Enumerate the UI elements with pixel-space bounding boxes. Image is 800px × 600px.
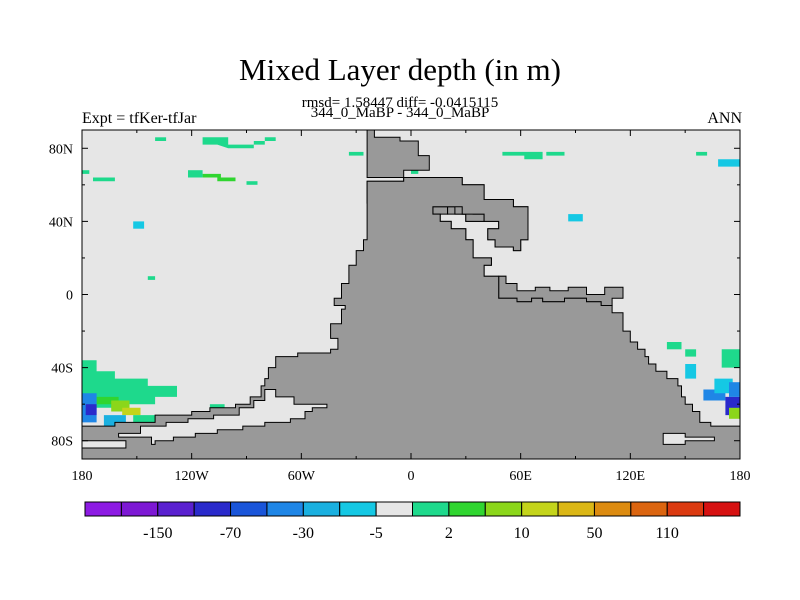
anomaly-patch-28 bbox=[721, 349, 740, 368]
y-tick-label-3: 40S bbox=[51, 362, 73, 377]
x-tick-label-1: 120W bbox=[175, 469, 210, 484]
colorbar-swatch-5 bbox=[266, 501, 304, 517]
colorbar-swatch-16 bbox=[666, 501, 705, 517]
colorbar-swatch-14 bbox=[593, 501, 632, 517]
colorbar: -150 -70 -30 -5 2 10 50 110 bbox=[84, 501, 741, 542]
land-layer bbox=[82, 130, 740, 459]
anomaly-patch-9 bbox=[502, 151, 543, 160]
anomaly-layer bbox=[82, 137, 740, 427]
colorbar-swatch-13 bbox=[557, 501, 595, 517]
page-title: Mixed Layer depth (in m) bbox=[239, 52, 561, 87]
period-label: ANN bbox=[707, 110, 742, 127]
colorbar-swatch-6 bbox=[302, 501, 341, 517]
stats-line: rmsd= 1.58447 diff= -0.0415115 bbox=[301, 95, 499, 111]
anomaly-patch-24 bbox=[133, 415, 159, 423]
y-tick-label-0: 80N bbox=[49, 142, 73, 157]
colorbar-label-3: -5 bbox=[369, 525, 382, 542]
anomaly-patch-11 bbox=[696, 151, 708, 156]
ocean-inlet-antarctic-lake-2 bbox=[82, 440, 127, 449]
colorbar-label-5: 10 bbox=[514, 525, 530, 542]
anomaly-patch-8 bbox=[411, 170, 419, 174]
colorbar-swatch-1 bbox=[120, 501, 159, 517]
anomaly-patch-27 bbox=[685, 349, 697, 357]
colorbar-label-7: 110 bbox=[656, 525, 679, 542]
anomaly-patch-4 bbox=[246, 181, 258, 185]
anomaly-patch-31 bbox=[714, 378, 733, 394]
anomaly-patch-12 bbox=[718, 159, 740, 167]
colorbar-swatch-3 bbox=[193, 501, 232, 517]
y-axis: 80N 40N 0 40S 80S bbox=[49, 142, 740, 450]
colorbar-swatch-4 bbox=[230, 501, 268, 517]
anomaly-patch-15 bbox=[133, 221, 145, 229]
land-region-antarctica bbox=[82, 177, 740, 459]
anomaly-patch-2 bbox=[202, 173, 236, 182]
anomaly-patch-10 bbox=[546, 151, 565, 156]
colorbar-swatch-0 bbox=[84, 501, 122, 517]
y-tick-label-4: 80S bbox=[51, 435, 73, 450]
anomaly-patch-20 bbox=[122, 407, 141, 416]
ocean-inlet-antarctic-lake-3 bbox=[662, 432, 715, 445]
anomaly-patch-29 bbox=[685, 364, 697, 379]
colorbar-label-2: -30 bbox=[293, 525, 314, 542]
cases-line: 344_0_MaBP - 344_0_MaBP bbox=[310, 105, 490, 121]
colorbar-swatch-7 bbox=[339, 501, 377, 517]
ocean-inlet-antarctic-lake-1 bbox=[118, 389, 328, 445]
anomaly-patch-5 bbox=[93, 177, 115, 182]
colorbar-swatch-15 bbox=[630, 501, 668, 517]
colorbar-label-1: -70 bbox=[220, 525, 241, 542]
anomaly-patch-25 bbox=[209, 404, 225, 408]
anomaly-patch-22 bbox=[85, 404, 97, 416]
x-tick-label-2: 60W bbox=[288, 469, 316, 484]
anomaly-patch-26 bbox=[666, 342, 682, 350]
colorbar-swatch-12 bbox=[521, 501, 559, 517]
anomaly-patch-3 bbox=[188, 170, 203, 178]
x-tick-label-6: 180 bbox=[730, 469, 751, 484]
colorbar-label-0: -150 bbox=[143, 525, 172, 542]
anomaly-patch-16 bbox=[147, 276, 156, 280]
x-tick-label-3: 0 bbox=[408, 469, 415, 484]
anomaly-patch-34 bbox=[729, 407, 740, 419]
y-tick-label-1: 40N bbox=[49, 215, 73, 230]
colorbar-swatch-2 bbox=[157, 501, 195, 517]
x-tick-label-0: 180 bbox=[72, 469, 93, 484]
anomaly-patch-33 bbox=[729, 382, 740, 397]
colorbar-swatch-17 bbox=[703, 501, 741, 517]
colorbar-label-4: 2 bbox=[445, 525, 453, 542]
anomaly-patch-6 bbox=[82, 170, 90, 174]
experiment-label: Expt = tfKer-tfJar bbox=[82, 110, 197, 127]
anomaly-patch-1 bbox=[155, 137, 167, 141]
anomaly-patch-14 bbox=[568, 214, 583, 222]
anomaly-patch-0 bbox=[202, 137, 276, 149]
colorbar-swatch-8 bbox=[375, 501, 414, 517]
colorbar-label-6: 50 bbox=[586, 525, 602, 542]
y-tick-label-2: 0 bbox=[66, 289, 73, 304]
colorbar-swatch-10 bbox=[448, 501, 486, 517]
x-tick-label-5: 120E bbox=[616, 469, 646, 484]
anomaly-patch-7 bbox=[348, 151, 364, 156]
x-tick-label-4: 60E bbox=[509, 469, 532, 484]
colorbar-swatch-9 bbox=[412, 501, 450, 517]
x-axis: 180 120W 60W 0 60E 120E 180 bbox=[72, 130, 751, 484]
colorbar-swatch-11 bbox=[484, 501, 523, 517]
